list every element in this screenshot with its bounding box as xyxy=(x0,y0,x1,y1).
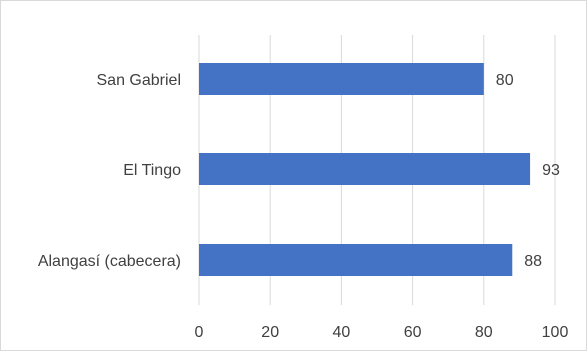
bars xyxy=(199,63,531,276)
data-label: 93 xyxy=(542,162,560,179)
x-tick-label: 20 xyxy=(261,324,279,341)
data-label: 80 xyxy=(496,72,514,89)
x-tick-label: 60 xyxy=(404,324,422,341)
category-labels: San Gabriel El Tingo Alangasí (cabecera) xyxy=(38,72,181,270)
x-tick-labels: 0 20 40 60 80 100 xyxy=(195,324,569,341)
x-tick-label: 100 xyxy=(542,324,569,341)
x-tick-label: 0 xyxy=(195,324,204,341)
category-label: San Gabriel xyxy=(97,72,182,89)
bar xyxy=(199,153,531,185)
data-labels: 80 93 88 xyxy=(496,72,560,270)
bar xyxy=(199,244,513,276)
category-label: Alangasí (cabecera) xyxy=(38,253,181,270)
x-tick-label: 80 xyxy=(475,324,493,341)
data-label: 88 xyxy=(524,253,542,270)
bar xyxy=(199,63,484,95)
x-tick-label: 40 xyxy=(333,324,351,341)
category-label: El Tingo xyxy=(123,162,181,179)
